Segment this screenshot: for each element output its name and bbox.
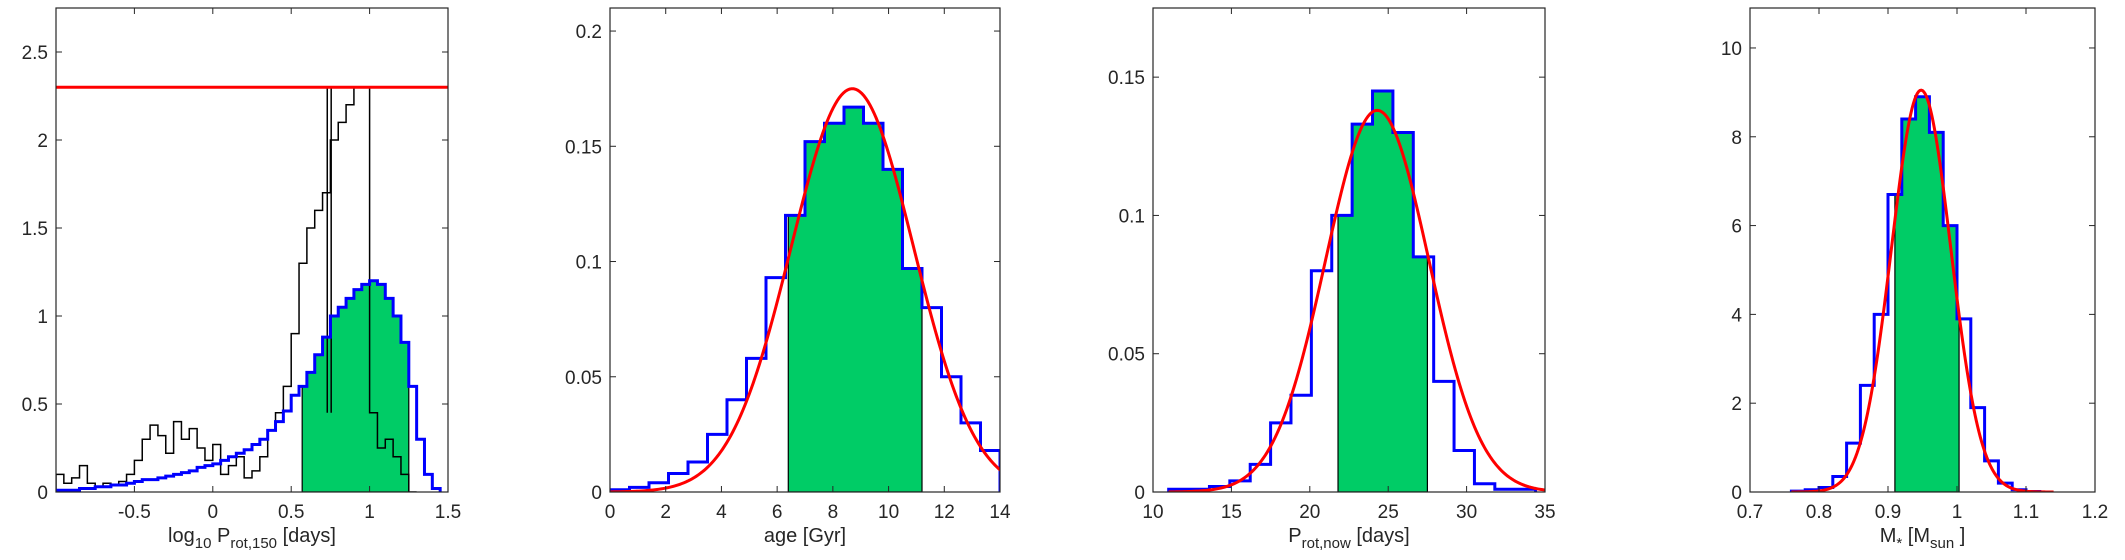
y-tick-label: 0 (1731, 483, 1742, 504)
y-tick-label: 10 (1721, 39, 1742, 60)
x-tick-label: 15 (1221, 502, 1242, 523)
x-tick-label: 4 (716, 502, 727, 523)
y-tick-label: 1 (37, 307, 48, 328)
x-tick-label: -0.5 (118, 502, 151, 523)
y-tick-label: 0 (37, 483, 48, 504)
y-tick-label: 6 (1731, 217, 1742, 238)
y-tick-label: 0.1 (576, 253, 602, 274)
y-tick-label: 0 (1134, 483, 1145, 504)
x-label-part-sub1: * (1896, 535, 1902, 552)
x-tick-label: 10 (878, 502, 899, 523)
x-tick-label: 0.7 (1737, 502, 1763, 523)
x-tick-label: 14 (989, 502, 1011, 523)
chart-panel-4: 0.7 0.8 0.9 1 1.1 1.2 0 2 4 6 8 10 M* [Msun ] (1721, 7, 2108, 552)
x-tick-label: 0.9 (1875, 502, 1901, 523)
x-label-part-sub2: rot,now (1302, 535, 1351, 552)
x-label-part-pre: log (168, 525, 195, 547)
y-tick-label: 2 (1731, 394, 1742, 415)
x-tick-label: 25 (1378, 502, 1399, 523)
plot-area (1789, 88, 2054, 492)
x-tick-label: 0 (605, 502, 616, 523)
y-tick-label: 0.5 (22, 395, 48, 416)
x-label-part-mid: P (1288, 525, 1301, 547)
chart-panel-2: 0 2 4 6 8 10 12 14 0 0.05 0.1 0.15 0.2 age [Gyr] (565, 7, 1011, 547)
x-label-part-post: [days] (277, 525, 336, 547)
x-axis-label: log10 Prot,150 [days] (168, 525, 336, 552)
credible-region-fill (787, 106, 923, 492)
y-tick-label: 2 (37, 131, 48, 152)
x-label-part-end: ] (1954, 525, 1965, 547)
x-axis-label: M* [Msun ] (1880, 525, 1966, 552)
axes-box (1152, 7, 1546, 493)
x-tick-label: 20 (1299, 502, 1320, 523)
posterior-histogram (1167, 89, 1538, 492)
x-tick-label: 1.2 (2082, 502, 2108, 523)
y-tick-label: 4 (1731, 305, 1742, 326)
y-tick-label: 0 (591, 483, 602, 504)
x-tick-label: 35 (1534, 502, 1555, 523)
x-label-part-sub1: 10 (195, 535, 212, 552)
plot-area (56, 85, 448, 492)
x-label-part-sub2: rot,150 (230, 535, 277, 552)
y-tick-label: 1.5 (22, 219, 48, 240)
x-tick-label: 0 (208, 502, 219, 523)
gaussian-fit-curve (1791, 88, 2054, 492)
x-axis-label: Prot,now [days] (1288, 525, 1409, 552)
chart-panel-3: 10 15 20 25 30 35 0 0.05 0.1 0.15 Prot,now [days] (1108, 7, 1556, 552)
chart-panel-1: -0.5 0 0.5 1 1.5 0 0.5 1 1.5 2 2.5 log10 Prot,150 [… (22, 7, 461, 552)
y-tick-label: 0.1 (1119, 206, 1145, 227)
y-tick-label: 0.05 (565, 368, 602, 389)
gaussian-fit-curve (610, 87, 1000, 492)
x-axis-label: age [Gyr] (764, 525, 846, 547)
x-tick-label: 1 (1952, 502, 1963, 523)
x-tick-label: 6 (772, 502, 783, 523)
y-tick-label: 0.15 (1108, 68, 1145, 89)
x-tick-label: 1.5 (435, 502, 461, 523)
x-label-part-mid: M (1880, 525, 1897, 547)
y-tick-label: 8 (1731, 128, 1742, 149)
axes-box (609, 7, 1001, 493)
plot-area (610, 87, 1000, 492)
x-tick-label: 10 (1142, 502, 1163, 523)
plot-area (1167, 89, 1545, 492)
axes-box (1749, 7, 2096, 493)
y-tick-label: 0.2 (576, 22, 602, 43)
axes-box (55, 7, 449, 493)
x-tick-label: 0.5 (278, 502, 304, 523)
x-label-part-post: [M (1902, 525, 1930, 547)
posterior-histogram (56, 279, 442, 492)
posterior-histogram (610, 105, 1000, 492)
gaussian-fit-curve (1168, 108, 1545, 492)
x-label-part-post: [days] (1351, 525, 1410, 547)
x-tick-label: 8 (828, 502, 839, 523)
x-tick-label: 0.8 (1806, 502, 1832, 523)
x-tick-label: 12 (934, 502, 955, 523)
y-tick-label: 2.5 (22, 43, 48, 64)
x-tick-label: 1 (364, 502, 375, 523)
x-label-part-sub2: sun (1930, 535, 1954, 552)
x-label-part-mid: P (211, 525, 230, 547)
y-tick-label: 0.05 (1108, 345, 1145, 366)
y-tick-label: 0.15 (565, 137, 602, 158)
x-tick-label: 1.1 (2013, 502, 2039, 523)
x-tick-label: 30 (1456, 502, 1477, 523)
x-tick-label: 2 (660, 502, 671, 523)
